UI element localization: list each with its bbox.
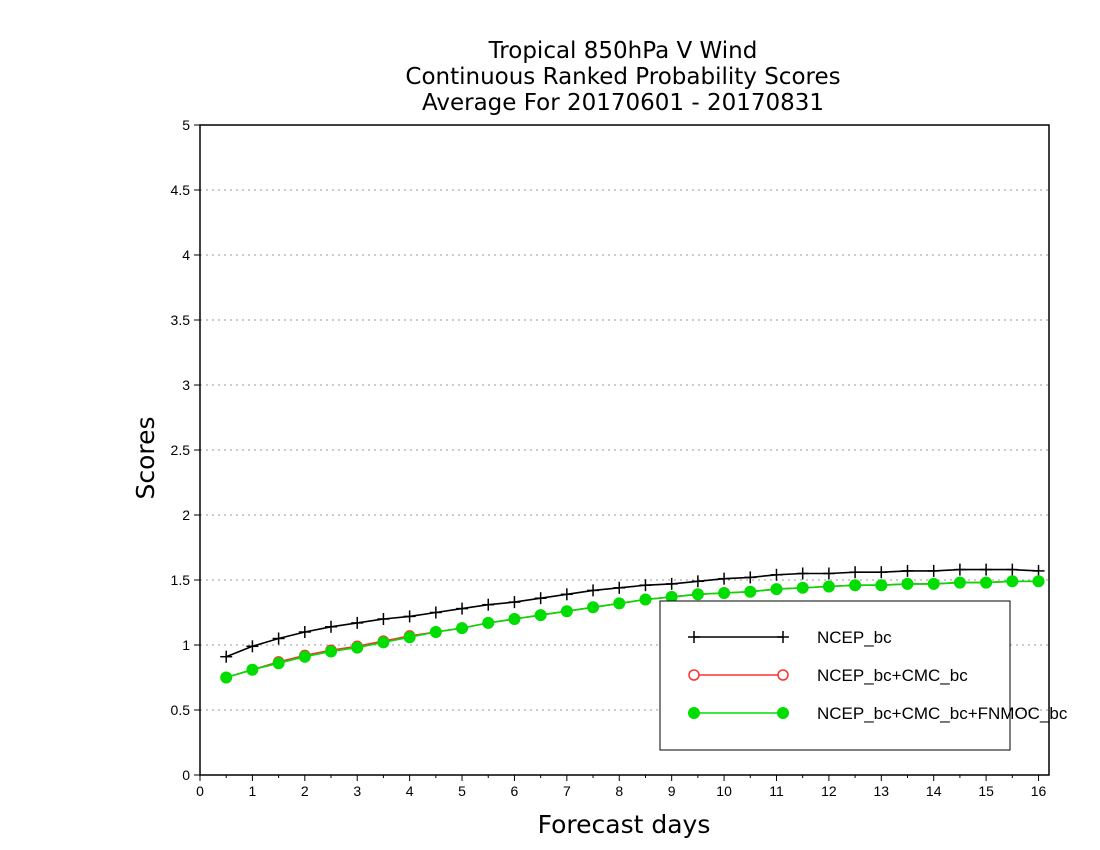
x-axis-label: Forecast days (538, 810, 711, 839)
marker-filled-circle (875, 579, 888, 592)
y-tick-label: 1.5 (171, 572, 191, 588)
x-tick-label: 8 (615, 783, 623, 799)
x-tick-label: 0 (196, 783, 204, 799)
x-tick-label: 1 (249, 783, 257, 799)
marker-filled-circle (403, 631, 416, 644)
marker-open-circle (688, 669, 700, 681)
x-tick-label: 16 (1031, 783, 1047, 799)
series-2 (220, 575, 1045, 684)
x-tick-label: 12 (821, 783, 837, 799)
title-line: Average For 20170601 - 20170831 (422, 90, 824, 116)
series-lines (220, 563, 1045, 684)
marker-filled-circle (534, 609, 547, 622)
marker-filled-circle (822, 580, 835, 593)
marker-filled-circle (718, 587, 731, 599)
legend-label: NCEP_bc+CMC_bc (817, 666, 968, 685)
marker-filled-circle (980, 576, 993, 589)
x-axis: 0 1 2 3 4 5 6 7 8 9 10 11 12 13 14 15 16 (196, 775, 1047, 799)
x-tick-label: 7 (563, 783, 571, 799)
y-axis: 0 0.5 1 1.5 2 2.5 3 3.5 4 4.5 5 (171, 117, 200, 783)
marker-filled-circle (1006, 575, 1019, 588)
marker-filled-circle (901, 577, 914, 590)
marker-filled-circle (560, 605, 573, 618)
title-line: Tropical 850hPa V Wind (488, 38, 758, 64)
marker-filled-circle (587, 601, 600, 614)
legend-label: NCEP_bc (817, 628, 892, 647)
x-tick-label: 2 (301, 783, 309, 799)
y-tick-label: 4 (182, 247, 190, 263)
marker-filled-circle (246, 663, 259, 676)
x-tick-label: 3 (353, 783, 361, 799)
marker-filled-circle (639, 593, 652, 606)
marker-filled-circle (777, 707, 789, 719)
marker-filled-circle (377, 636, 390, 649)
x-tick-label: 13 (874, 783, 890, 799)
x-tick-label: 4 (406, 783, 414, 799)
marker-filled-circle (796, 581, 809, 594)
legend: NCEP_bc NCEP_bc+CMC_bc NCEP_bc+CMC_bc+FNMO… (659, 600, 1068, 751)
marker-open-circle (777, 669, 789, 681)
y-tick-label: 2 (182, 507, 190, 523)
marker-filled-circle (456, 622, 469, 635)
marker-filled-circle (613, 597, 626, 610)
y-tick-label: 3 (182, 377, 190, 393)
x-tick-label: 11 (769, 783, 784, 799)
marker-filled-circle (220, 671, 233, 684)
marker-filled-circle (688, 707, 700, 719)
y-tick-label: 0.5 (171, 702, 191, 718)
y-tick-label: 4.5 (171, 182, 191, 198)
y-tick-label: 1 (182, 637, 190, 653)
y-tick-label: 2.5 (171, 442, 191, 458)
title-line: Continuous Ranked Probability Scores (405, 64, 840, 90)
x-tick-label: 5 (458, 783, 466, 799)
x-tick-label: 15 (978, 783, 994, 799)
marker-filled-circle (744, 585, 757, 598)
x-tick-label: 6 (511, 783, 519, 799)
marker-filled-circle (1032, 575, 1045, 588)
marker-filled-circle (770, 583, 783, 596)
marker-filled-circle (272, 657, 285, 670)
marker-filled-circle (482, 616, 495, 629)
marker-filled-circle (298, 650, 311, 663)
y-tick-label: 5 (182, 117, 190, 133)
marker-filled-circle (325, 645, 338, 658)
marker-filled-circle (849, 579, 862, 592)
y-tick-label: 3.5 (171, 312, 191, 328)
marker-filled-circle (691, 588, 704, 601)
marker-filled-circle (508, 613, 521, 625)
y-tick-label: 0 (182, 767, 190, 783)
series-0 (220, 563, 1045, 663)
x-tick-label: 9 (668, 783, 676, 799)
y-axis-label: Scores (131, 416, 160, 499)
legend-label: NCEP_bc+CMC_bc+FNMOC_bc (817, 704, 1068, 723)
marker-filled-circle (953, 576, 966, 589)
x-tick-label: 14 (926, 783, 942, 799)
x-tick-label: 10 (716, 783, 732, 799)
marker-filled-circle (927, 577, 940, 590)
marker-filled-circle (429, 626, 442, 638)
marker-filled-circle (351, 641, 364, 654)
